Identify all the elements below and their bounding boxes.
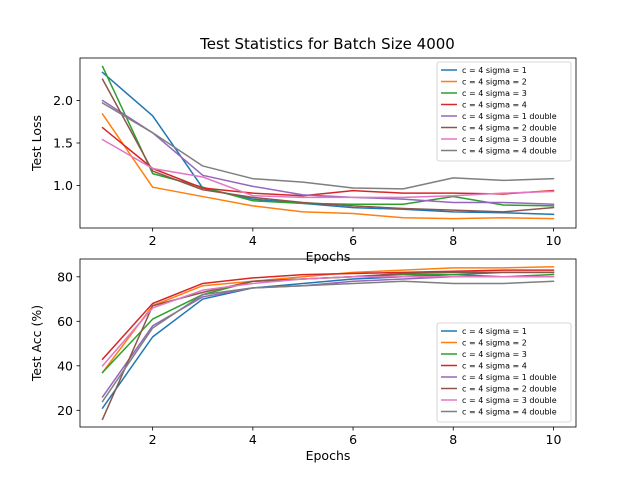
y-tick-label: 20 <box>57 403 73 418</box>
series-line-0-7 <box>101 102 555 190</box>
legend-entry: c = 4 sigma = 2 double <box>462 124 557 133</box>
legend: c = 4 sigma = 1 c = 4 sigma = 2 c = 4 sigm… <box>436 322 572 423</box>
series-line-0-5 <box>101 78 555 213</box>
series-line-1-6 <box>101 276 555 367</box>
legend-entry: c = 4 sigma = 1 <box>462 66 527 75</box>
x-tick-label: 2 <box>149 432 157 447</box>
series-line-0-1 <box>101 113 555 220</box>
chart-title: Test Statistics for Batch Size 4000 <box>199 35 455 53</box>
x-tick-label: 6 <box>349 432 357 447</box>
series-line-0-0 <box>101 71 555 216</box>
legend-entry: c = 4 sigma = 4 double <box>462 147 557 156</box>
x-tick-label: 6 <box>349 233 357 248</box>
x-axis-label: Epochs <box>306 249 351 264</box>
axes-frame <box>79 258 577 428</box>
series-line-1-7 <box>101 280 555 403</box>
x-tick-label: 10 <box>546 233 562 248</box>
legend: c = 4 sigma = 1 c = 4 sigma = 2 c = 4 sigm… <box>436 61 572 162</box>
series-line-1-0 <box>101 271 555 410</box>
legend-entry: c = 4 sigma = 1 double <box>462 112 557 121</box>
legend-entry: c = 4 sigma = 4 <box>462 101 527 110</box>
y-tick-label: 2.0 <box>53 93 73 108</box>
x-tick-label: 4 <box>249 432 257 447</box>
x-tick-label: 10 <box>546 432 562 447</box>
legend-entry: c = 4 sigma = 4 <box>462 362 527 371</box>
y-tick-label: 1.0 <box>53 178 73 193</box>
y-tick-label: 80 <box>57 269 73 284</box>
x-tick-label: 2 <box>149 233 157 248</box>
legend-entry: c = 4 sigma = 3 double <box>462 135 557 144</box>
x-axis-label: Epochs <box>306 448 351 463</box>
y-tick-label: 40 <box>57 358 73 373</box>
y-tick-label: 1.5 <box>53 136 73 151</box>
series-line-1-3 <box>101 269 555 361</box>
legend-entry: c = 4 sigma = 3 <box>462 89 527 98</box>
x-tick-label: 8 <box>449 432 457 447</box>
accuracy-panel: 2 4 6 8 10 20 40 60 80 Epochs Test Acc (%) c = 4 si… <box>29 258 577 463</box>
legend-entry: c = 4 sigma = 2 <box>462 339 527 348</box>
legend-box <box>436 61 572 162</box>
y-tick-label: 60 <box>57 314 73 329</box>
series-line-0-4 <box>101 99 555 205</box>
loss-panel: 2 4 6 8 10 1.0 1.5 2.0 Epochs Test Loss c = 4 sigm… <box>29 57 577 264</box>
legend-entry: c = 4 sigma = 1 <box>462 327 527 336</box>
legend-entry: c = 4 sigma = 3 double <box>462 396 557 405</box>
legend-box <box>436 322 572 423</box>
legend-entry: c = 4 sigma = 3 <box>462 350 527 359</box>
x-tick-label: 4 <box>249 233 257 248</box>
legend-entry: c = 4 sigma = 2 double <box>462 385 557 394</box>
x-tick-label: 8 <box>449 233 457 248</box>
legend-entry: c = 4 sigma = 2 <box>462 78 527 87</box>
series-line-0-3 <box>101 126 555 197</box>
series-line-0-6 <box>101 138 555 199</box>
legend-entry: c = 4 sigma = 4 double <box>462 408 557 417</box>
y-axis-label: Test Acc (%) <box>29 305 44 382</box>
legend-entry: c = 4 sigma = 1 double <box>462 373 557 382</box>
y-axis-label: Test Loss <box>29 115 44 172</box>
